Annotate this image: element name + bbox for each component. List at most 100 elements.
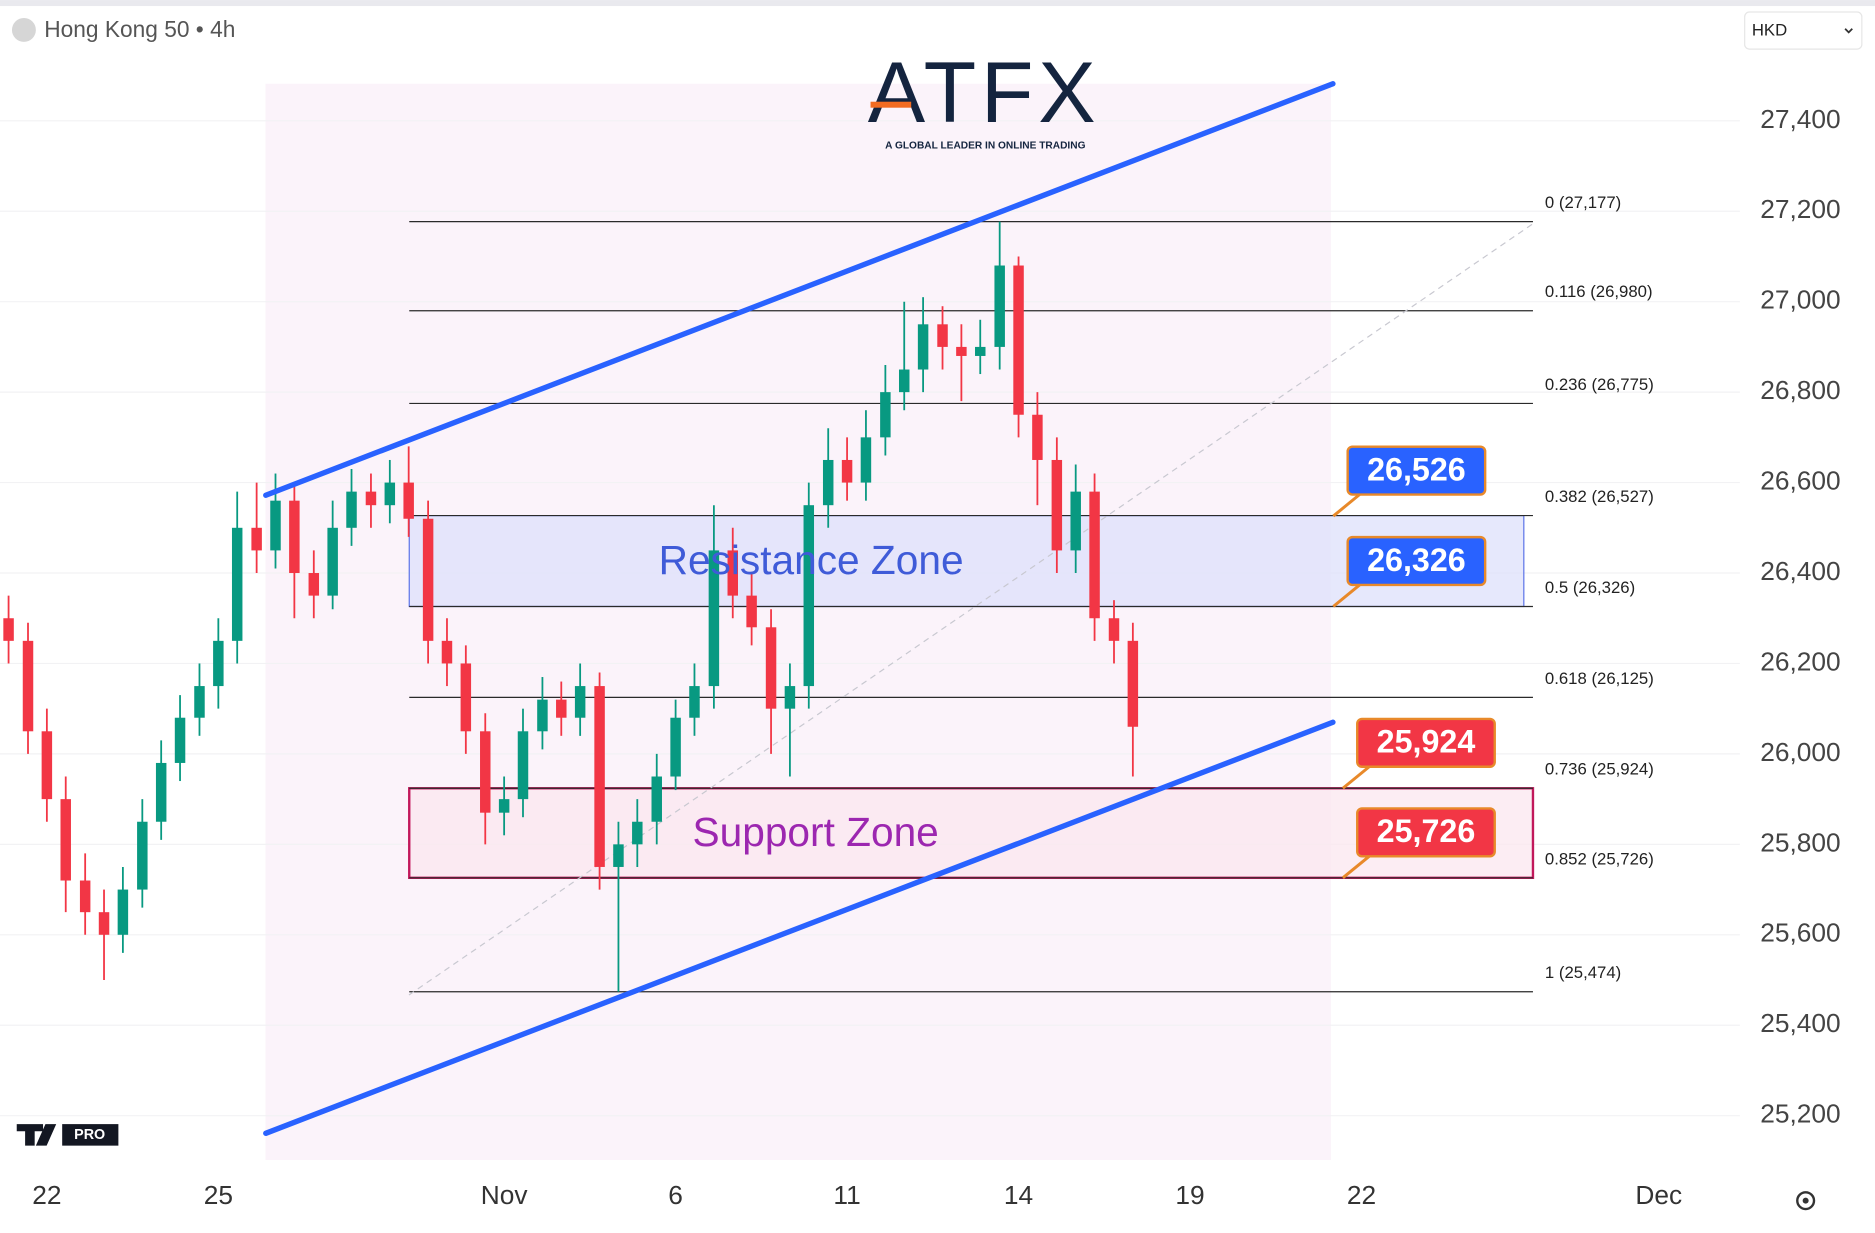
candle-body bbox=[480, 731, 491, 813]
zone-label: Support Zone bbox=[693, 809, 939, 855]
symbol-title: Hong Kong 50 • 4h bbox=[44, 16, 235, 42]
candle-body bbox=[117, 889, 129, 935]
candle-body bbox=[803, 505, 815, 687]
candle-body bbox=[822, 459, 834, 506]
x-tick-label: 25 bbox=[204, 1180, 233, 1210]
candles bbox=[3, 221, 1139, 992]
candle-body bbox=[556, 699, 567, 718]
candle-body bbox=[517, 731, 529, 800]
candle-body bbox=[1070, 491, 1081, 551]
symbol-icon bbox=[11, 18, 36, 42]
currency-label: HKD bbox=[1752, 21, 1787, 40]
candle-body bbox=[1032, 414, 1043, 460]
candle-body bbox=[994, 265, 1005, 347]
candle-body bbox=[956, 346, 967, 356]
candle-body bbox=[1013, 265, 1024, 415]
y-tick-label: 26,000 bbox=[1760, 737, 1840, 767]
candle-body bbox=[937, 324, 948, 347]
candle-body bbox=[441, 640, 453, 664]
candle-body bbox=[1089, 491, 1100, 619]
candle-body bbox=[213, 640, 224, 687]
y-tick-label: 26,400 bbox=[1760, 556, 1840, 586]
candle-body bbox=[1051, 459, 1063, 551]
channel-shade bbox=[265, 83, 1331, 1160]
candle-body bbox=[1127, 640, 1139, 727]
badge: PRO bbox=[74, 1127, 105, 1143]
candle-body bbox=[708, 550, 720, 687]
candle-body bbox=[537, 699, 548, 732]
candle-body bbox=[308, 573, 320, 596]
y-tick-label: 27,000 bbox=[1760, 285, 1840, 315]
candle-body bbox=[727, 550, 738, 596]
y-tick-label: 26,800 bbox=[1760, 375, 1840, 405]
candle-body bbox=[231, 527, 243, 641]
candle-body bbox=[860, 437, 872, 483]
candle-body bbox=[670, 717, 681, 777]
callout-box bbox=[1356, 807, 1496, 858]
candle-body bbox=[251, 527, 262, 551]
y-tick-label: 27,200 bbox=[1760, 194, 1840, 224]
callout-pointer bbox=[1332, 493, 1361, 518]
callout-pointer bbox=[1341, 855, 1371, 879]
logo-name: ATFX bbox=[868, 45, 1101, 141]
callout-pointer bbox=[1332, 583, 1361, 608]
y-tick-label: 25,200 bbox=[1760, 1099, 1840, 1129]
candle-body bbox=[403, 482, 414, 519]
callout-pointer bbox=[1341, 765, 1371, 790]
candle-body bbox=[365, 491, 377, 506]
settings-icon[interactable] bbox=[1796, 1191, 1816, 1211]
candle-body bbox=[460, 663, 472, 732]
candle-body bbox=[841, 459, 853, 483]
top-bar bbox=[0, 0, 1875, 7]
y-tick-label: 27,400 bbox=[1760, 104, 1840, 134]
fib-label: 0.5 (26,326) bbox=[1545, 578, 1635, 597]
candle-body bbox=[60, 799, 71, 881]
candle-body bbox=[22, 640, 34, 732]
candle-body bbox=[975, 346, 986, 356]
candle-body bbox=[784, 686, 796, 709]
candle-body bbox=[898, 369, 910, 393]
trend-line bbox=[263, 81, 1336, 498]
candle-body bbox=[98, 912, 110, 935]
logo-tagline: A GLOBAL LEADER IN ONLINE TRADING bbox=[885, 141, 1085, 152]
callout-label: 25,924 bbox=[1377, 724, 1476, 760]
candle-body bbox=[765, 627, 777, 709]
trend-line bbox=[263, 719, 1336, 1136]
badge-bg bbox=[62, 1124, 119, 1146]
candle-body bbox=[41, 731, 53, 800]
fib-label: 0.736 (25,924) bbox=[1545, 760, 1654, 779]
candle-body bbox=[384, 482, 396, 506]
candle-body bbox=[594, 686, 605, 867]
zone-label: Resistance Zone bbox=[659, 537, 964, 583]
y-tick-label: 25,800 bbox=[1760, 827, 1840, 857]
callout-box bbox=[1356, 717, 1496, 768]
candle-body bbox=[346, 491, 357, 528]
candle-body bbox=[155, 762, 167, 822]
candle-body bbox=[137, 821, 148, 890]
callout-label: 26,326 bbox=[1367, 542, 1466, 578]
fib-label: 1 (25,474) bbox=[1545, 963, 1621, 982]
candle-body bbox=[270, 500, 281, 551]
callout-label: 26,526 bbox=[1367, 451, 1466, 487]
candle-body bbox=[880, 392, 891, 438]
candle-body bbox=[651, 776, 662, 822]
candle-body bbox=[574, 686, 586, 718]
candle-body bbox=[632, 821, 643, 845]
logo-accent bbox=[870, 101, 912, 108]
currency-select[interactable] bbox=[1744, 11, 1863, 50]
candle-body bbox=[289, 500, 300, 574]
y-tick-label: 26,200 bbox=[1760, 646, 1840, 676]
candle-body bbox=[498, 799, 510, 813]
candle-body bbox=[917, 324, 929, 370]
candle-body bbox=[327, 527, 338, 596]
y-tick-label: 26,600 bbox=[1760, 466, 1840, 496]
candle-body bbox=[422, 518, 434, 641]
candle-body bbox=[3, 618, 14, 641]
x-tick-label: Nov bbox=[481, 1180, 529, 1210]
fib-label: 0.382 (26,527) bbox=[1545, 487, 1654, 506]
x-tick-label: 19 bbox=[1175, 1180, 1204, 1210]
callout-box bbox=[1346, 445, 1487, 496]
candle-body bbox=[613, 844, 624, 867]
